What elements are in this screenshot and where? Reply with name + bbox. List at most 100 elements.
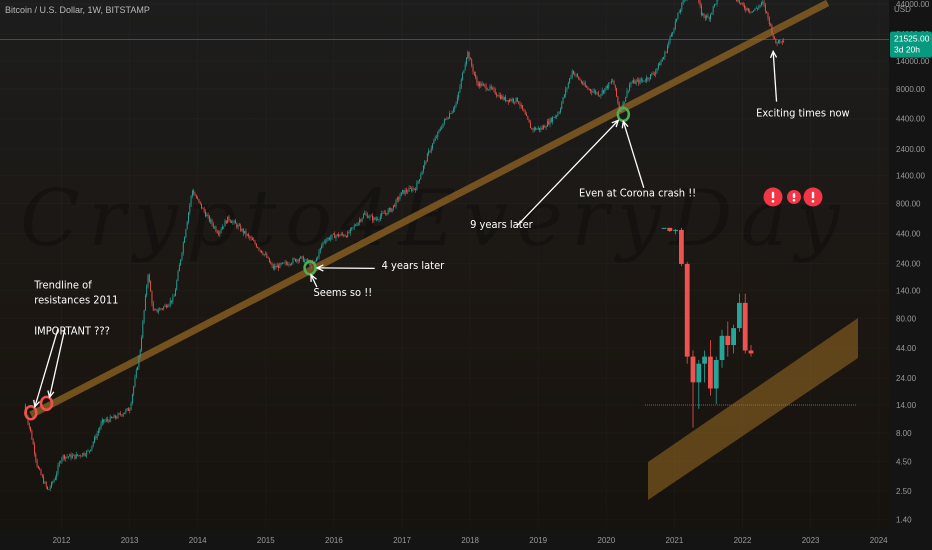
price-tick-label: 44000.00 [896,0,930,9]
candle-body [407,191,409,193]
candle-body [113,415,115,419]
candle-body [69,454,71,457]
candle-body [626,90,628,97]
candle-body [428,150,430,154]
candle-body [201,203,202,209]
candle-body [135,369,137,378]
candle-body [550,118,552,122]
candle-body [160,308,162,310]
candle-body [353,225,355,228]
candle-body [28,423,30,427]
candle-body [580,80,582,83]
price-tick-label: 1.40 [896,516,912,525]
candle-body [124,412,125,414]
candle-body [97,430,99,434]
inset-chart [645,227,858,500]
candle-body [760,2,762,6]
candle-body [167,306,169,308]
candle-body [126,408,128,410]
annotation-arrow [48,328,66,398]
candle-body [402,190,403,193]
candle-body [111,416,112,418]
candle-body [715,3,717,5]
time-tick-label: 2024 [870,536,888,545]
candle-body [360,220,362,222]
candle-body [154,309,156,311]
candle-body [537,127,539,129]
candle-body [635,80,637,84]
candle-body [455,103,457,106]
annotation-arrow [772,51,778,102]
candle-body [595,90,597,94]
candle-body [118,413,120,415]
time-tick-label: 2021 [666,536,684,545]
candle-body [680,9,681,13]
candle-body [37,466,39,469]
candle-body [616,88,618,97]
candle-body [268,257,270,263]
price-axis-panel[interactable] [889,0,932,530]
candle-body [165,305,167,308]
candle-body [775,38,777,44]
candle-body [173,296,175,297]
candle-body [578,76,580,80]
candle-body [244,230,246,234]
candle-body [178,264,180,272]
candle-body [233,220,235,222]
candle-body [291,263,293,265]
price-tick-label: 1400.00 [896,172,925,181]
candle-body [758,6,760,9]
candle-body [228,216,230,220]
candle-body [597,92,599,96]
candle-body [582,82,584,85]
candle-body [515,97,517,103]
candle-body [656,68,658,71]
candle-body [361,218,363,222]
exclamation-stroke [792,193,796,199]
candle-body [101,419,103,424]
current-price-value: 21525.00 [894,34,930,44]
candle-body [83,453,85,456]
candle-body [554,116,556,118]
candle-body [741,3,743,4]
time-axis-panel[interactable] [0,530,932,550]
candle-body [531,128,533,129]
candle-body [356,225,358,226]
candle-body [506,99,508,102]
candle-body [456,97,458,104]
candle-body [681,2,683,10]
candle-body [590,89,591,91]
candle-body [191,190,193,196]
candle-body [710,14,711,20]
candle-body [651,73,653,75]
candle-body [604,88,606,93]
candle-body [644,80,646,82]
annotation-text: Exciting times now [756,106,850,119]
candle-body [533,127,535,130]
candle-body [583,82,585,85]
candle-body [396,198,398,200]
candle-body [544,125,546,128]
candle-body [408,187,410,192]
candle-body [682,0,684,3]
candle-body [383,212,385,214]
candle-body [45,482,47,487]
candle-body [84,455,86,456]
candle-body [158,310,159,312]
candle-body [429,150,431,152]
candle-body [221,226,223,230]
candle-body [637,79,638,81]
candle-body [643,80,645,82]
candle-body [62,455,64,458]
inset-candle-body [719,335,725,361]
candle-body [227,216,229,224]
candle-body [304,260,306,262]
candle-body [310,262,312,266]
candle-body [617,96,619,103]
candle-body [764,4,766,12]
candle-body [622,101,624,110]
current-price-badge [890,31,932,58]
candle-body [151,291,153,304]
candle-body [385,212,387,214]
